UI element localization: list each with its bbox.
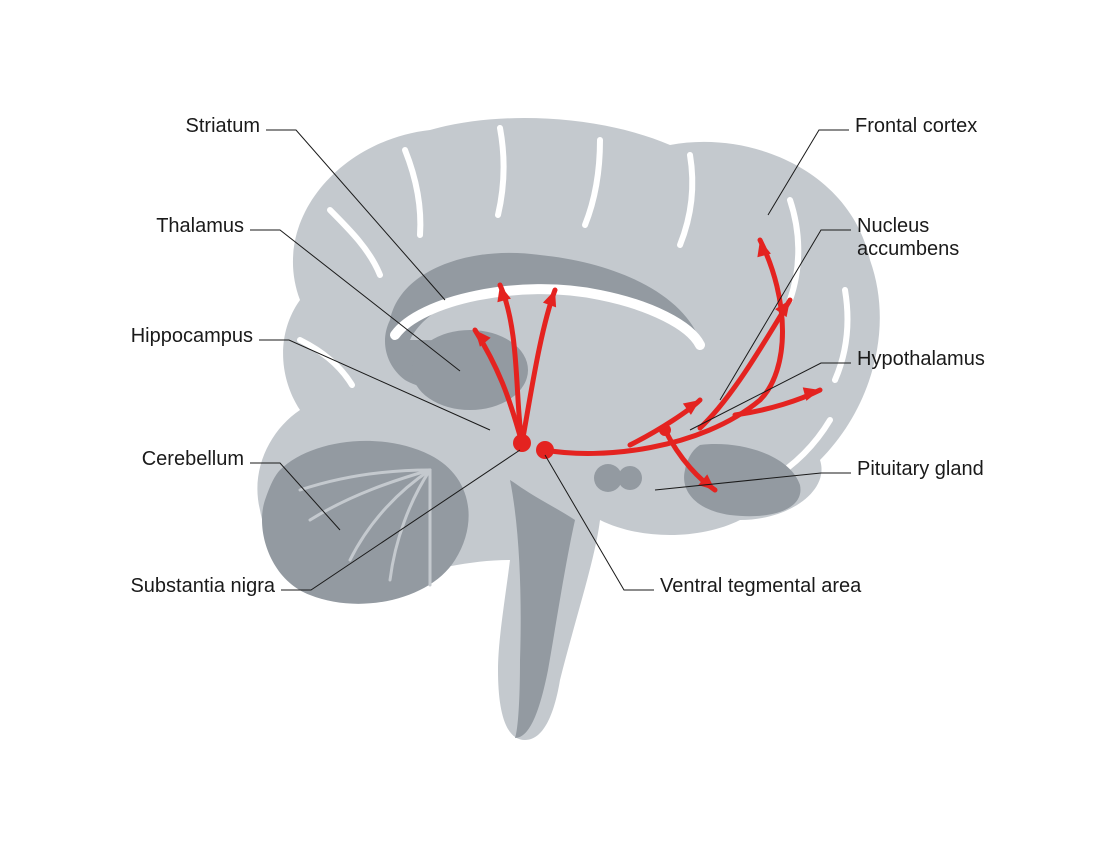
label-vta: Ventral tegmental area (660, 575, 861, 598)
label-thalamus: Thalamus (0, 215, 244, 238)
label-frontal: Frontal cortex (855, 115, 977, 138)
label-cerebellum: Cerebellum (0, 448, 244, 471)
brain-outer (257, 118, 879, 740)
label-substantia: Substantia nigra (15, 575, 275, 598)
pathway-origin-dot (513, 434, 531, 452)
label-hypothalamus: Hypothalamus (857, 348, 985, 371)
label-hippocampus: Hippocampus (0, 325, 253, 348)
label-pituitary: Pituitary gland (857, 458, 984, 481)
label-striatum: Striatum (0, 115, 260, 138)
pathway-origin-dot (536, 441, 554, 459)
pathway-origin-dot (659, 424, 671, 436)
label-nucleus: Nucleusaccumbens (857, 215, 959, 261)
brain-diagram: Striatum Thalamus Hippocampus Cerebellum Sub… (0, 0, 1100, 842)
